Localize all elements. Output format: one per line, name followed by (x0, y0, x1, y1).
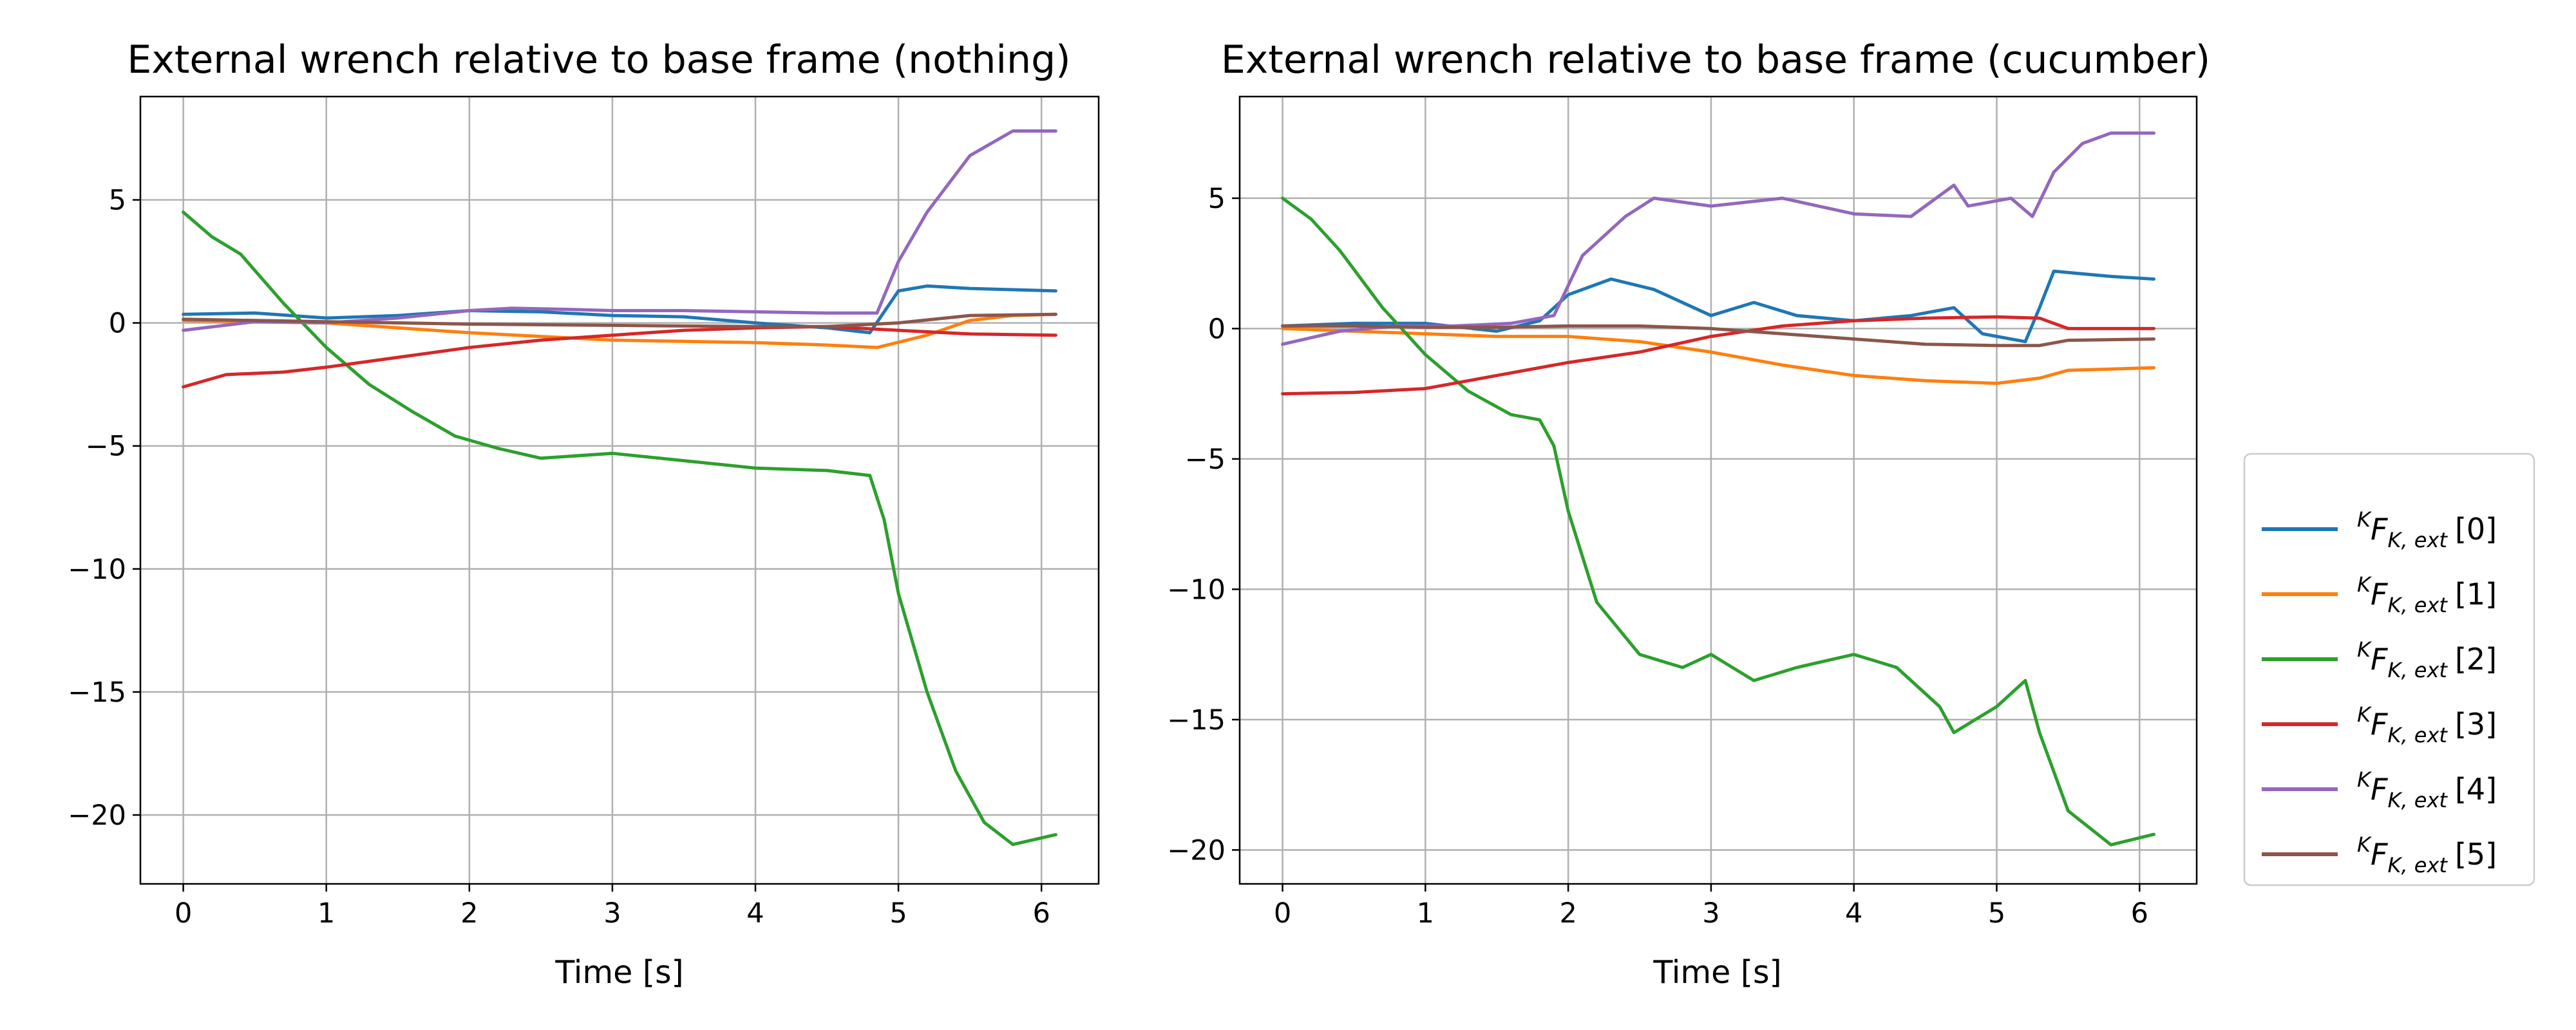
series-line-cucumber-1 (1281, 326, 2155, 385)
legend-box (2243, 453, 2535, 886)
series-line-cucumber-5 (1281, 324, 2155, 348)
x-tick-label-nothing: 0 (175, 897, 192, 930)
x-axis-label-cucumber: Time [s] (1653, 954, 1781, 991)
x-tick-label-nothing: 3 (603, 897, 621, 930)
y-tick-label-cucumber: −10 (1167, 574, 1226, 606)
series-line-nothing-4 (182, 129, 1057, 332)
legend-entry: KFK, ext [0] (2262, 507, 2497, 552)
legend-label: KFK, ext [5] (2357, 832, 2497, 877)
legend-entry: KFK, ext [2] (2262, 637, 2497, 682)
plot-cucumber: External wrench relative to base frame (… (1167, 37, 2210, 991)
legend-entry: KFK, ext [4] (2262, 767, 2497, 812)
x-tick-label-nothing: 1 (317, 897, 335, 930)
x-tick-label-cucumber: 3 (1702, 897, 1719, 930)
series-line-nothing-0 (182, 284, 1057, 335)
ticks-cucumber: 0 1 2 3 4 5 6 5 0 −5 −10 −15 −20 (1167, 183, 2148, 930)
legend-label: KFK, ext [4] (2357, 767, 2497, 812)
ticks-nothing: 0 1 2 3 4 5 6 5 0 −5 −10 −15 −20 (68, 185, 1050, 930)
y-tick-label-cucumber: −5 (1185, 444, 1226, 476)
y-tick-label-cucumber: 0 (1208, 313, 1226, 345)
y-tick-label-nothing: 5 (109, 185, 126, 217)
y-tick-label-nothing: −15 (68, 677, 126, 709)
x-tick-label-nothing: 6 (1032, 897, 1050, 930)
y-tick-label-nothing: −10 (68, 554, 126, 586)
legend-entry: KFK, ext [3] (2262, 702, 2497, 747)
series-group-cucumber (1281, 131, 2155, 847)
x-tick-label-cucumber: 0 (1274, 897, 1291, 930)
axes-frame-cucumber (1238, 95, 2198, 885)
y-tick-label-cucumber: 5 (1208, 183, 1226, 215)
x-tick-label-cucumber: 6 (2131, 897, 2148, 930)
series-line-cucumber-4 (1281, 131, 2155, 346)
y-tick-label-cucumber: −15 (1167, 704, 1226, 736)
x-tick-label-nothing: 4 (746, 897, 764, 930)
y-tick-label-nothing: −5 (86, 431, 126, 463)
series-line-cucumber-2 (1281, 196, 2155, 847)
x-tick-label-cucumber: 5 (1988, 897, 2005, 930)
x-tick-label-cucumber: 2 (1559, 897, 1577, 930)
legend-label: KFK, ext [0] (2357, 507, 2497, 552)
series-line-nothing-1 (182, 312, 1057, 350)
y-tick-label-nothing: 0 (109, 308, 126, 340)
legend-label: KFK, ext [3] (2357, 702, 2497, 747)
y-tick-label-nothing: −20 (68, 800, 126, 832)
x-axis-label-nothing: Time [s] (554, 954, 683, 991)
legend-entry: KFK, ext [1] (2262, 572, 2497, 617)
x-tick-label-nothing: 2 (460, 897, 478, 930)
chart-title-cucumber: External wrench relative to base frame (… (1221, 37, 2210, 82)
axes-frame-nothing (139, 95, 1100, 885)
chart-title-nothing: External wrench relative to base frame (… (127, 37, 1070, 82)
x-tick-label-nothing: 5 (889, 897, 907, 930)
legend-entry: KFK, ext [5] (2262, 832, 2497, 877)
series-group-nothing (182, 129, 1057, 847)
grid-cucumber (1240, 97, 2197, 884)
x-tick-label-cucumber: 4 (1845, 897, 1862, 930)
series-line-nothing-5 (182, 312, 1057, 328)
legend: KFK, ext [0] KFK, ext [1] KFK, ext [2] KFK, ex… (2243, 453, 2535, 886)
series-line-nothing-3 (182, 324, 1057, 389)
plot-nothing: External wrench relative to base frame (… (68, 37, 1100, 991)
series-line-nothing-2 (182, 211, 1057, 847)
x-tick-label-cucumber: 1 (1417, 897, 1434, 930)
y-tick-label-cucumber: −20 (1167, 834, 1226, 866)
legend-label: KFK, ext [1] (2357, 572, 2497, 617)
legend-label: KFK, ext [2] (2357, 637, 2497, 682)
